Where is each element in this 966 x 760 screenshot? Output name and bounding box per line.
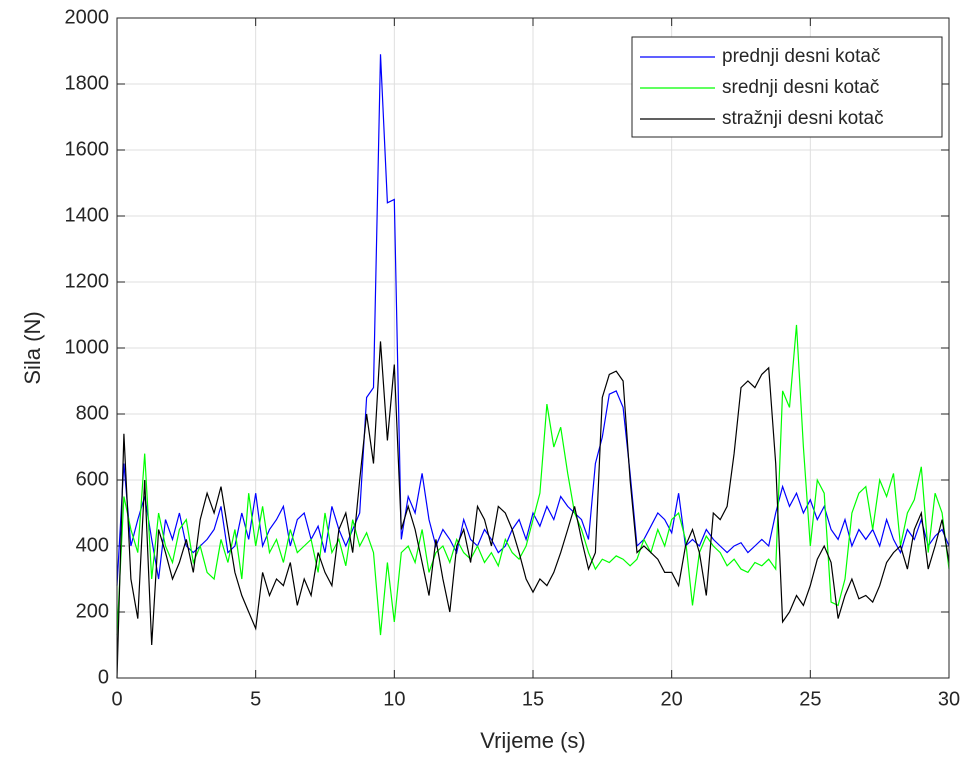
y-tick-label: 1400 xyxy=(65,204,110,226)
legend-box xyxy=(631,36,943,138)
series-line xyxy=(116,54,950,586)
y-tick-label: 600 xyxy=(76,468,109,490)
x-tick-label: 15 xyxy=(522,688,544,710)
legend-label: stražnji desni kotač xyxy=(722,108,884,129)
y-tick-label: 1200 xyxy=(65,270,110,292)
legend: prednji desni kotač srednji desni kotač st… xyxy=(631,36,943,138)
y-tick-label: 200 xyxy=(76,600,109,622)
x-tick-label: 10 xyxy=(383,688,405,710)
x-axis-label: Vrijeme (s) xyxy=(480,728,586,753)
x-tick-label: 5 xyxy=(250,688,261,710)
y-axis-label: Sila (N) xyxy=(20,311,45,384)
y-tick-label: 0 xyxy=(98,666,109,688)
series-line xyxy=(116,341,950,679)
y-tick-label: 2000 xyxy=(65,6,110,28)
legend-label: prednji desni kotač xyxy=(722,46,880,67)
y-tick-label: 800 xyxy=(76,402,109,424)
y-tick-label: 400 xyxy=(76,534,109,556)
x-tick-label: 20 xyxy=(661,688,683,710)
legend-label: srednji desni kotač xyxy=(722,77,879,98)
x-tick-label: 0 xyxy=(111,688,122,710)
y-tick-label: 1600 xyxy=(65,138,110,160)
y-tick-label: 1000 xyxy=(65,336,110,358)
x-tick-label: 25 xyxy=(799,688,821,710)
x-tick-label: 30 xyxy=(938,688,960,710)
y-tick-label: 1800 xyxy=(65,72,110,94)
plot-frame xyxy=(116,17,950,679)
series-line xyxy=(116,324,950,636)
